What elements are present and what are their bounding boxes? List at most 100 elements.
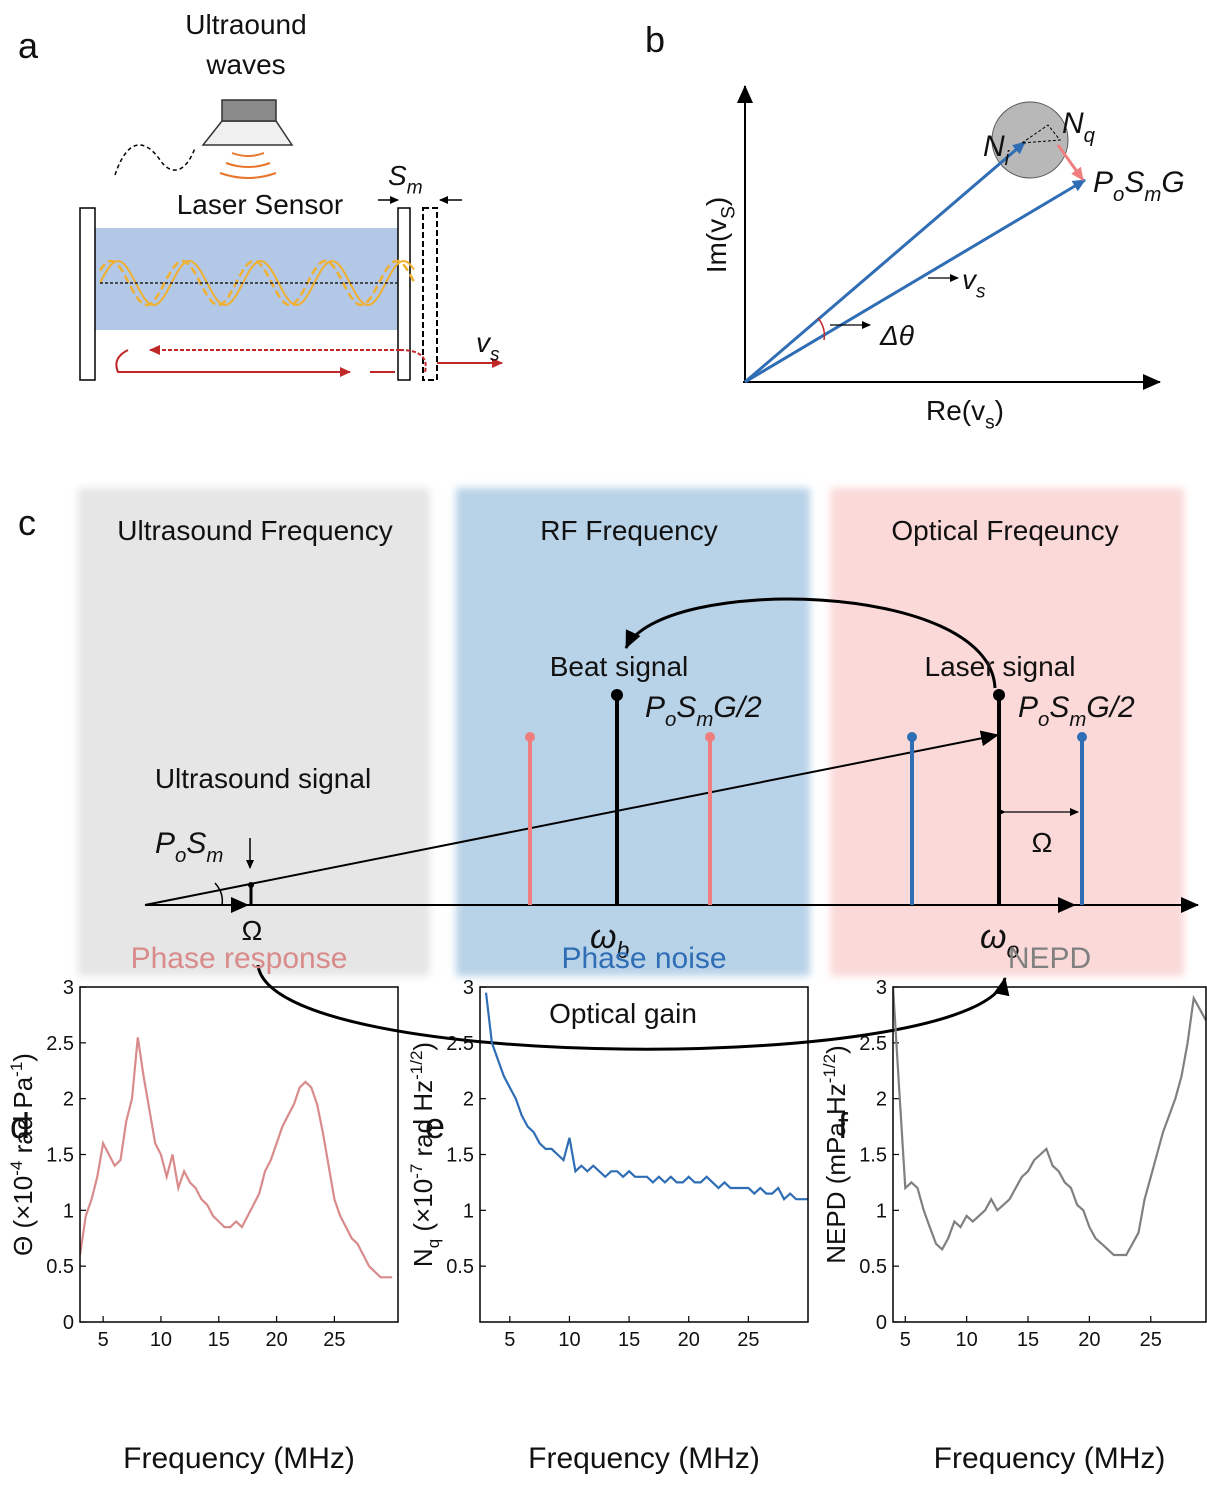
text: Ni	[983, 130, 1010, 170]
text-part: ω	[980, 918, 1006, 956]
text-part: Im(v	[701, 219, 732, 273]
label-part: -1/2	[407, 1051, 426, 1080]
plot-frame	[892, 986, 1207, 1323]
text: PoSm	[155, 827, 223, 867]
subscript: m	[696, 709, 713, 731]
x-tick-label: 25	[323, 1329, 345, 1351]
text-part: S	[1049, 691, 1069, 724]
x-tick-label: 25	[1140, 1329, 1162, 1351]
text-part: v	[962, 264, 978, 295]
plot-frame	[79, 986, 399, 1323]
label-part: -7	[407, 1164, 426, 1179]
y-tick-label: 0.5	[859, 1256, 887, 1278]
label-part: N	[408, 1248, 438, 1267]
text: vs	[962, 264, 986, 302]
label-part: q	[424, 1239, 443, 1248]
text: Ω	[1032, 827, 1053, 858]
text: vs	[476, 327, 500, 365]
subscript: i	[1005, 148, 1010, 170]
text: Optical gain	[549, 998, 697, 1029]
panel-a: Ultraound waves Laser Sensor Sm vs	[79, 9, 503, 381]
subscript: m	[206, 845, 223, 867]
arrow	[256, 964, 1010, 1051]
text-part: S	[676, 691, 696, 724]
charts: Phase response Frequency (MHz) Θ (×10-4 ra…	[7, 942, 1207, 1475]
text: PoSmG/2	[1018, 691, 1135, 731]
text: Ultrasound signal	[155, 763, 371, 794]
y-tick-label: 2.5	[46, 1033, 74, 1055]
band-title: RF Frequency	[540, 515, 717, 546]
x-axis-label: Frequency (MHz)	[934, 1442, 1166, 1475]
band	[830, 488, 1184, 976]
y-tick-label: 3	[876, 977, 887, 999]
text: Nq	[1062, 107, 1096, 147]
transducer	[221, 99, 277, 122]
subscript: o	[1006, 937, 1019, 963]
text-part: P	[1018, 691, 1038, 724]
subscript: o	[175, 845, 186, 867]
text: PoSmG/2	[645, 691, 762, 731]
mirror-shifted	[422, 207, 438, 381]
text-part: )	[701, 197, 732, 206]
x-tick-label: 5	[900, 1329, 911, 1351]
y-tick-label: 3	[463, 977, 474, 999]
band	[456, 488, 810, 976]
y-tick-label: 1	[63, 1200, 74, 1222]
vector	[744, 140, 1026, 384]
x-axis-label: Frequency (MHz)	[528, 1442, 760, 1475]
x-tick-label: 5	[504, 1329, 515, 1351]
text: Δθ	[879, 320, 914, 351]
panel-labels: a b c d e f	[10, 19, 849, 1146]
waves	[219, 152, 277, 179]
stem-head	[248, 882, 254, 888]
x-tick-label: 10	[558, 1329, 580, 1351]
panel-label: a	[18, 25, 39, 66]
axis-label: Re(vs)	[926, 395, 1004, 433]
text: Ultraound	[185, 9, 306, 40]
text: ωo	[980, 918, 1019, 963]
text: waves	[205, 49, 285, 80]
subscript: s	[490, 344, 500, 365]
transducer	[201, 120, 294, 146]
text-part: ω	[590, 918, 616, 956]
plot-frame	[479, 986, 809, 1323]
panel-c: Ultrasound Frequency RF Frequency Optica…	[78, 488, 1199, 1051]
band-title: Ultrasound Frequency	[117, 515, 392, 546]
wave	[98, 259, 416, 307]
y-tick-label: 2.5	[859, 1033, 887, 1055]
text-part: P	[1093, 166, 1113, 199]
label-part: -1	[7, 1062, 26, 1077]
triangle	[1020, 124, 1061, 144]
text: Laser Sensor	[177, 189, 344, 220]
y-tick-label: 1.5	[446, 1145, 474, 1167]
subscript: b	[616, 937, 629, 963]
x-tick-label: 20	[265, 1329, 287, 1351]
label-part: )	[408, 1042, 438, 1051]
text-part: S	[388, 160, 407, 191]
y-tick-label: 0	[876, 1312, 887, 1334]
chart-title: Phase noise	[561, 942, 726, 975]
y-tick-label: 2	[63, 1089, 74, 1111]
text-part: S	[186, 827, 206, 860]
text-part: P	[155, 827, 175, 860]
y-tick-label: 1	[876, 1200, 887, 1222]
x-tick-label: 10	[150, 1329, 172, 1351]
wave	[114, 144, 196, 176]
mirror	[397, 207, 411, 381]
subscript: o	[665, 709, 676, 731]
label-part: Θ (×10	[8, 1176, 38, 1256]
text: Laser signal	[925, 651, 1076, 682]
label-part: rad Hz	[408, 1080, 438, 1164]
label-part: -4	[7, 1161, 26, 1176]
y-tick-label: 1.5	[859, 1145, 887, 1167]
y-axis-label: Nq (×10-7 rad Hz-1/2)	[407, 1042, 443, 1267]
noise-circle	[991, 101, 1069, 179]
vector	[744, 178, 1086, 384]
band-title: Optical Freqeuncy	[891, 515, 1118, 546]
arrow	[115, 349, 351, 377]
label-part: rad Pa	[8, 1076, 38, 1160]
subscript: q	[1084, 125, 1096, 147]
label-part: (×10	[408, 1179, 438, 1239]
line	[893, 987, 1206, 1257]
